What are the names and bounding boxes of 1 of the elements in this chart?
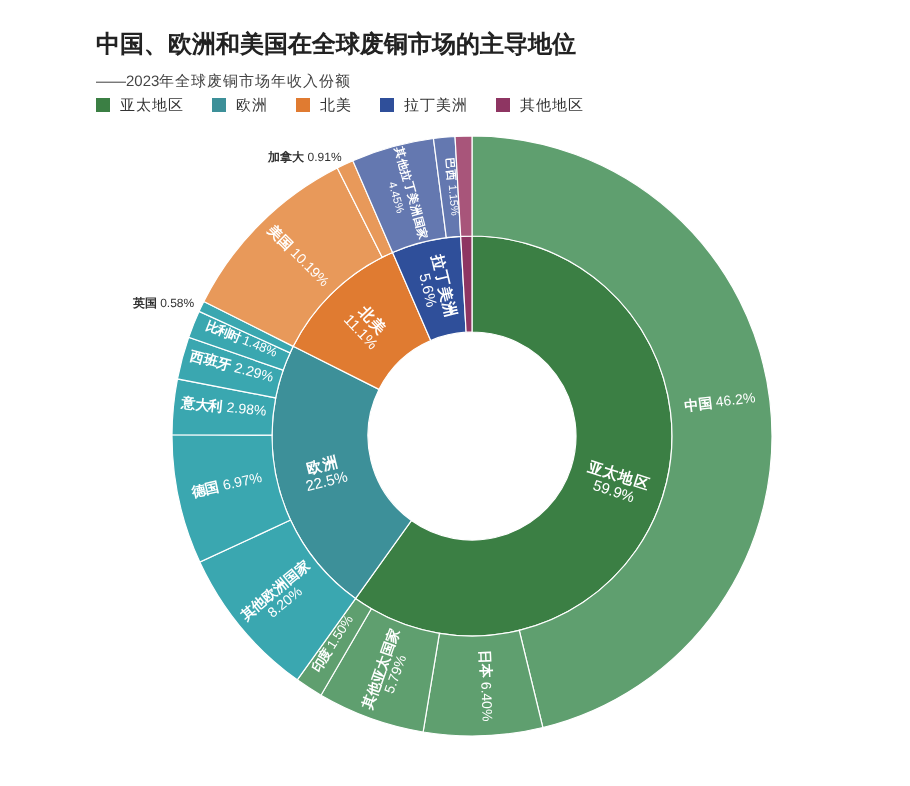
chart-title: 中国、欧洲和美国在全球废铜市场的主导地位 <box>96 30 576 58</box>
